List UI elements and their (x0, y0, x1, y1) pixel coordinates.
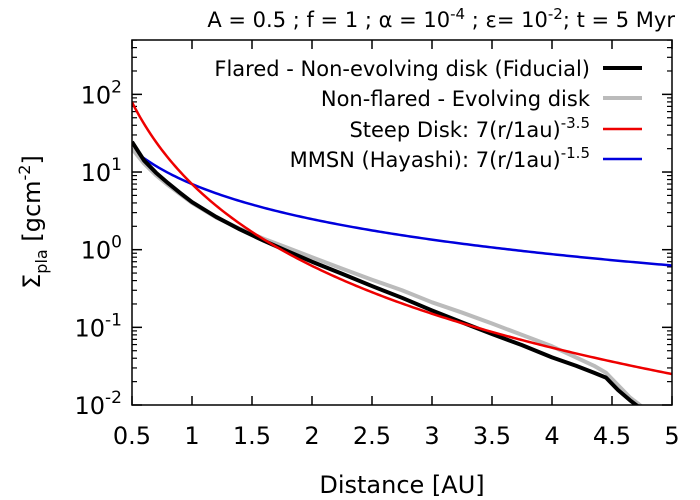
legend-label: Flared - Non-evolving disk (Fiducial) (214, 57, 590, 81)
y-tick-label: 101 (81, 155, 122, 187)
series-line (132, 101, 672, 376)
legend-label: Steep Disk: 7(r/1au)-3.5 (349, 114, 590, 142)
series-layer (132, 101, 672, 405)
y-tick-label: 10-1 (75, 310, 123, 342)
series-line (132, 148, 672, 267)
legend: Flared - Non-evolving disk (Fiducial) Non… (214, 57, 642, 172)
x-tick-label: 1 (184, 422, 199, 450)
x-tick-label: 2 (304, 422, 319, 450)
plot-frame (131, 39, 673, 406)
x-tick-label: 0.5 (113, 422, 151, 450)
axis-ticks: 0.5 1 1.5 2 2.5 3 3.5 4 4.5 5 10-2 10-1 100 101 102 (75, 39, 680, 450)
y-axis-label: Σpla [gcm-2] (15, 155, 51, 289)
x-tick-label: 3 (424, 422, 439, 450)
y-tick-label: 10-2 (75, 388, 123, 420)
legend-label: Non-flared - Evolving disk (321, 87, 591, 111)
legend-label: MMSN (Hayashi): 7(r/1au)-1.5 (290, 144, 590, 172)
x-tick-label: 4 (544, 422, 559, 450)
x-tick-label: 1.5 (233, 422, 271, 450)
x-tick-label: 5 (664, 422, 679, 450)
series-line (132, 147, 644, 405)
y-tick-label: 100 (81, 233, 122, 265)
series-line (132, 140, 640, 405)
x-axis-label: Distance [AU] (319, 471, 484, 499)
x-tick-label: 2.5 (353, 422, 391, 450)
x-tick-label: 4.5 (593, 422, 631, 450)
chart-title: A = 0.5 ; f = 1 ; α = 10-4 ; ε= 10-2; t … (207, 5, 675, 32)
x-tick-label: 3.5 (473, 422, 511, 450)
y-tick-label: 102 (81, 77, 122, 109)
